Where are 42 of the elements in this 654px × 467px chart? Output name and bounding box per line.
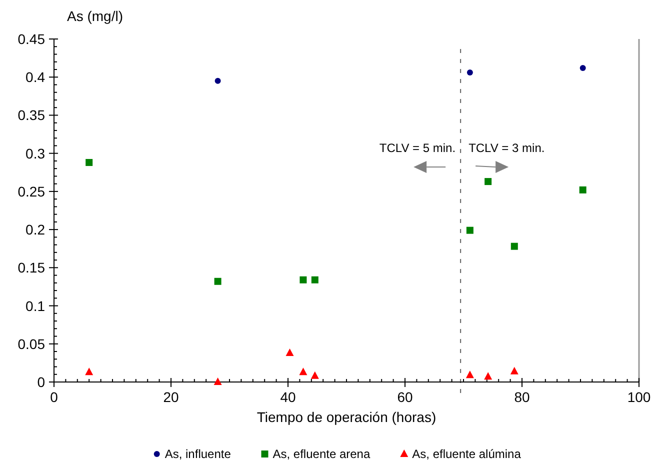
point (510, 242, 518, 250)
y-tick-label: 0.45 (18, 31, 46, 47)
y-tick-label: 0.05 (18, 336, 46, 352)
annotation: TCLV = 3 min. (468, 141, 545, 155)
point (484, 178, 492, 186)
point (214, 278, 222, 285)
point (299, 368, 308, 376)
y-axis-title: As (mg/l) (67, 8, 123, 24)
y-tick-label: 0.25 (18, 183, 46, 200)
legend-label: As, influente (164, 447, 232, 461)
point (214, 378, 222, 385)
point (86, 158, 93, 166)
y-tick-label: 0.15 (18, 260, 46, 276)
annotation: TCLV = 5 min. (379, 141, 456, 155)
point (580, 64, 586, 71)
point (214, 78, 221, 84)
y-tick-label: 0 (37, 374, 46, 390)
x-tick-label: 0 (50, 389, 58, 405)
point (466, 70, 473, 76)
x-axis-title: Tiempo de operación (horas) (256, 409, 436, 425)
point (286, 348, 294, 356)
point (310, 371, 319, 379)
point (466, 370, 474, 378)
legend-label: As, efluente arena (272, 447, 370, 461)
legend-label: As, efluente alúmina (412, 447, 522, 461)
x-tick-label: 80 (514, 389, 530, 405)
y-tick-label: 0.2 (26, 222, 46, 238)
point (85, 368, 94, 376)
point (484, 372, 492, 380)
y-tick-label: 0.3 (26, 145, 46, 162)
y-tick-label: 0.4 (26, 69, 46, 86)
point (510, 366, 518, 374)
point (579, 186, 586, 194)
y-tick-label: 0.35 (18, 107, 46, 124)
y-tick-label: 0.1 (26, 298, 46, 314)
point (466, 226, 474, 234)
x-tick-label: 60 (397, 389, 413, 405)
point (300, 276, 307, 284)
x-tick-label: 100 (627, 389, 651, 405)
point (311, 276, 318, 284)
x-tick-label: 40 (280, 389, 296, 405)
x-tick-label: 20 (163, 389, 179, 405)
